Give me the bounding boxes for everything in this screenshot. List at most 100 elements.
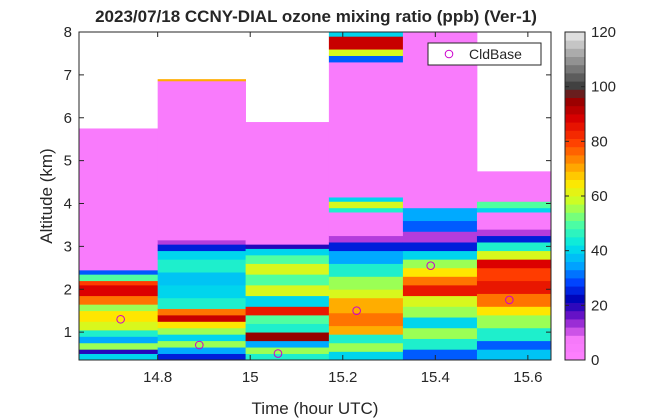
heatmap-cell-p1-l7: [157, 308, 246, 316]
colorbar-band-22: [565, 171, 585, 180]
heatmap-cell-p2-l2: [245, 340, 330, 348]
heatmap-cell-p4-l5: [402, 295, 478, 307]
colorbar-band-9: [565, 278, 585, 287]
colorbar-band-38: [565, 40, 585, 49]
heatmap-cell-p5-l3: [476, 314, 552, 329]
heatmap-cell-p2-l4: [245, 323, 330, 333]
colorbar-band-14: [565, 237, 585, 246]
colorbar-band-18: [565, 204, 585, 213]
colorbar-band-0: [565, 351, 585, 361]
x-tick-label-1: 15: [242, 369, 259, 386]
heatmap-cell-p3-l8: [328, 263, 404, 277]
y-tick-label-0: 1: [64, 324, 72, 341]
heatmap-cell-p3-l16: [328, 62, 404, 198]
colorbar-band-20: [565, 187, 585, 197]
heatmap-cell-p4-l4: [402, 306, 478, 318]
colorbar-band-26: [565, 138, 585, 148]
x-tick-label-3: 15.4: [421, 369, 450, 386]
heatmap-cell-p1-l4: [157, 327, 246, 335]
x-tick-label-4: 15.6: [513, 369, 542, 386]
heatmap-cell-p5-l4: [476, 306, 552, 316]
x-axis-ticks: 14.8 15 15.2 15.4 15.6: [143, 32, 542, 386]
cloud-base-point-3: [352, 306, 361, 315]
colorbar-band-31: [565, 97, 585, 107]
y-tick-label-2: 3: [64, 238, 72, 255]
y-tick-label-3: 4: [64, 196, 72, 213]
colorbar-tick-label-5: 100: [591, 79, 616, 96]
heatmap-cell-p4-l7: [402, 276, 478, 286]
colorbar-tick-label-4: 80: [591, 133, 608, 150]
heatmap-cell-p3-l1: [328, 342, 404, 352]
heatmap-cell-p5-l11: [476, 235, 552, 243]
heatmap-cell-p3-l6: [328, 289, 404, 299]
heatmap-cell-p5-l6: [476, 280, 552, 294]
colorbar-band-32: [565, 89, 585, 98]
heatmap-cell-p2-l9: [245, 274, 330, 286]
colorbar-band-19: [565, 196, 585, 205]
legend-box: [427, 42, 542, 66]
colorbar-band-13: [565, 245, 585, 254]
heatmap-cell-p2-l5: [245, 314, 330, 324]
cloud-base-markers: [116, 261, 514, 358]
colorbar-band-6: [565, 302, 585, 312]
heatmap-cell-p3-l11: [328, 235, 404, 243]
heatmap-cell-p0-l9: [79, 284, 159, 297]
heatmap-cell-p0-l12: [79, 269, 159, 275]
heatmap-cell-p5-l9: [476, 250, 552, 260]
heatmap-cell-p0-l4: [79, 329, 159, 337]
plot-frame: [78, 31, 552, 361]
heatmap-cell-p5-l12: [476, 229, 552, 237]
y-tick-label-4: 5: [64, 153, 72, 170]
colorbar-band-2: [565, 335, 585, 344]
legend-marker: [444, 49, 454, 59]
colorbar-band-29: [565, 114, 585, 123]
colorbar-band-37: [565, 48, 585, 57]
y-tick-label-5: 6: [64, 110, 72, 127]
heatmap-cell-p0-l8: [79, 295, 159, 305]
heatmap-cell-p1-l2: [157, 340, 246, 348]
heatmap-cell-p3-l2: [328, 334, 404, 344]
heatmap-cell-p3-l14: [328, 201, 404, 209]
colorbar-band-3: [565, 327, 585, 336]
heatmap-cell-p3-l5: [328, 297, 404, 314]
x-axis-label: Time (hour UTC): [252, 399, 379, 418]
colorbar-band-39: [565, 32, 585, 41]
heatmap-cell-p3-l20: [328, 32, 404, 37]
heatmap-cell-p4-l11: [402, 242, 478, 252]
heatmap-cell-p1-l11: [157, 259, 246, 273]
heatmap-cell-p3-l17: [328, 55, 404, 63]
heatmap-cell-p5-l10: [476, 242, 552, 252]
heatmap-cell-p3-l12: [328, 212, 404, 237]
heatmap-cell-p4-l6: [402, 284, 478, 297]
x-tick-label-2: 15.2: [328, 369, 357, 386]
heatmap-cell-p4-l9: [402, 259, 478, 269]
colorbar-band-36: [565, 56, 585, 66]
colorbar-band-11: [565, 261, 585, 271]
heatmap-cell-p2-l7: [245, 295, 330, 307]
colorbar-band-35: [565, 64, 585, 74]
heatmap-cell-p5-l2: [476, 327, 552, 342]
heatmap-cell-p5-l7: [476, 267, 552, 282]
heatmap-cell-p2-l6: [245, 306, 330, 316]
colorbar-band-33: [565, 81, 585, 90]
colorbar-band-5: [565, 310, 585, 320]
heatmap-cell-p2-l11: [245, 254, 330, 264]
heatmap-cell-p4-l2: [402, 327, 478, 339]
colorbar-ticks: 0 20 40 60 80 100 120: [565, 24, 616, 369]
heatmap-cell-p4-l13: [402, 220, 478, 232]
heatmap-cell-p4-l0: [402, 349, 478, 361]
x-tick-label-0: 14.8: [143, 369, 172, 386]
heatmap-cell-p0-l7: [79, 304, 159, 312]
heatmap-cell-p3-l10: [328, 242, 404, 252]
heatmap-cell-p5-l15: [476, 201, 552, 209]
heatmap-cell-p5-l0: [476, 349, 552, 361]
y-axis-ticks: 1 2 3 4 5 6 7 8: [64, 24, 551, 341]
heatmap-cell-p0-l11: [79, 274, 159, 282]
colorbar-band-27: [565, 130, 585, 139]
heatmap-cell-p5-l1: [476, 340, 552, 350]
heatmap-cell-p3-l18: [328, 49, 404, 56]
cloud-base-point-2: [273, 349, 283, 358]
heatmap-cell-p1-l3: [157, 334, 246, 342]
colorbar-band-28: [565, 122, 585, 131]
